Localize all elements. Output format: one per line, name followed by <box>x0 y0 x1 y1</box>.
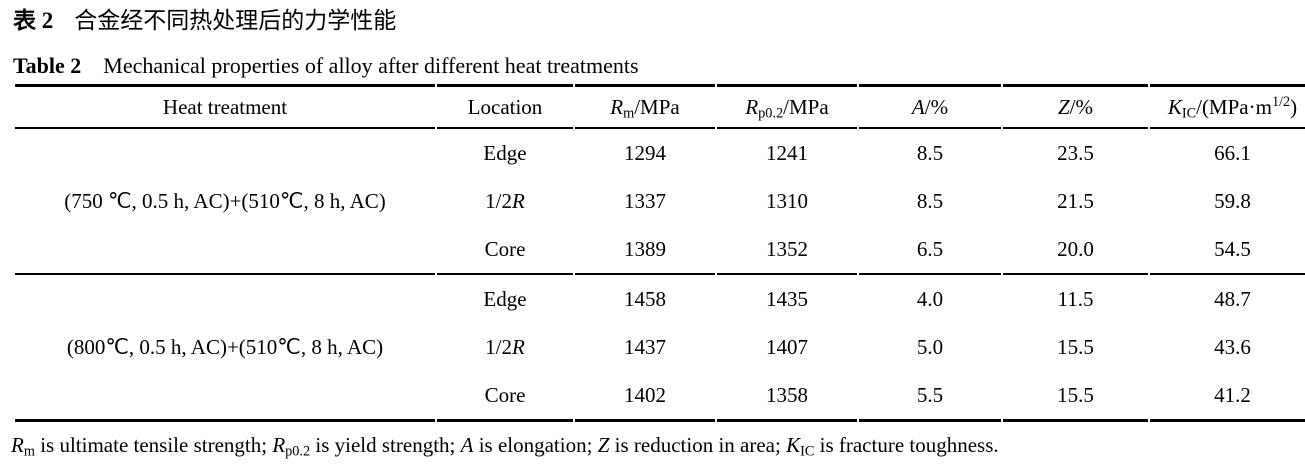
a-cell: 4.0 <box>916 286 944 311</box>
rm-cell: 1437 <box>624 334 666 359</box>
a-cell: 8.5 <box>916 140 944 165</box>
table-number-en: Table 2 <box>13 53 82 78</box>
location-cell: 1/2R <box>485 188 525 213</box>
table-row: Core 1389 1352 6.5 20.0 54.5 <box>15 225 1305 275</box>
z-cell: 11.5 <box>1057 286 1094 311</box>
rm-cell: 1458 <box>624 286 666 311</box>
a-cell: 5.0 <box>916 334 944 359</box>
z-cell: 23.5 <box>1057 140 1094 165</box>
rp02-cell: 1358 <box>717 371 857 422</box>
col-header-kic: KIC/(MPa·m1/2) <box>1150 84 1305 129</box>
table-title-en: Table 2 Mechanical properties of alloy af… <box>13 52 1297 80</box>
table-number-zh: 表 2 <box>13 8 54 33</box>
rp02-cell: 1352 <box>717 225 857 275</box>
location-cell: Core <box>437 225 573 275</box>
kic-cell: 66.1 <box>1214 140 1251 165</box>
kic-cell: 59.8 <box>1214 188 1251 213</box>
table-row: Core 1402 1358 5.5 15.5 41.2 <box>15 371 1305 422</box>
table-row: (800℃, 0.5 h, AC)+(510℃, 8 h, AC) Edge 1… <box>15 275 1305 422</box>
col-header-z: Z/% <box>1003 84 1148 129</box>
heat-treatment-cell-750: (750 ℃, 0.5 h, AC)+(510℃, 8 h, AC) <box>15 129 435 275</box>
z-cell: 21.5 <box>1057 188 1094 213</box>
col-header-location: Location <box>437 84 573 129</box>
location-cell: Edge <box>483 286 527 311</box>
table-footnote: Rm is ultimate tensile strength; Rp0.2 i… <box>11 433 999 460</box>
rp02-cell: 1241 <box>766 140 808 165</box>
location-cell: 1/2R <box>485 334 525 359</box>
col-header-heat-treatment: Heat treatment <box>15 84 435 129</box>
table-title-en-text: Mechanical properties of alloy after dif… <box>103 53 639 78</box>
kic-cell: 43.6 <box>1214 334 1251 359</box>
rm-cell: 1294 <box>624 140 666 165</box>
z-cell: 15.5 <box>1057 334 1094 359</box>
location-cell: Edge <box>483 140 527 165</box>
kic-cell: 41.2 <box>1150 371 1305 422</box>
z-cell: 20.0 <box>1003 225 1148 275</box>
kic-cell: 48.7 <box>1214 286 1251 311</box>
a-cell: 8.5 <box>916 188 944 213</box>
col-header-rm: Rm/MPa <box>575 84 715 129</box>
rm-cell: 1337 <box>624 188 666 213</box>
a-cell: 5.5 <box>859 371 1001 422</box>
table-title-zh-text: 合金经不同热处理后的力学性能 <box>74 8 397 33</box>
col-header-a: A/% <box>859 84 1001 129</box>
table-row: 1/2R 1437 1407 5.0 15.5 43.6 <box>15 323 1305 371</box>
col-header-rp02: Rp0.2/MPa <box>717 84 857 129</box>
rp02-cell: 1435 <box>766 286 808 311</box>
location-cell: Core <box>437 371 573 422</box>
header-row: Heat treatment Location Rm/MPa Rp0.2/MPa… <box>15 84 1305 129</box>
table-title-zh: 表 2 合金经不同热处理后的力学性能 <box>13 6 1297 36</box>
mechanical-properties-table: Heat treatment Location Rm/MPa Rp0.2/MPa… <box>13 84 1305 422</box>
table-row: 1/2R 1337 1310 8.5 21.5 59.8 <box>15 177 1305 225</box>
heat-treatment-cell-800: (800℃, 0.5 h, AC)+(510℃, 8 h, AC) <box>15 275 435 422</box>
kic-cell: 54.5 <box>1150 225 1305 275</box>
rm-cell: 1402 <box>575 371 715 422</box>
rp02-cell: 1407 <box>766 334 808 359</box>
rp02-cell: 1310 <box>766 188 808 213</box>
table-row: (750 ℃, 0.5 h, AC)+(510℃, 8 h, AC) Edge … <box>15 129 1305 275</box>
a-cell: 6.5 <box>859 225 1001 275</box>
z-cell: 15.5 <box>1003 371 1148 422</box>
rm-cell: 1389 <box>575 225 715 275</box>
